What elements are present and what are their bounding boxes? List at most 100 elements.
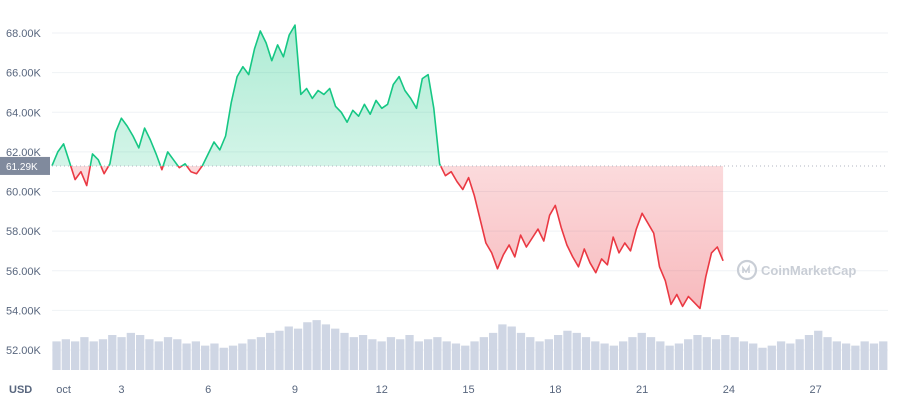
- volume-bar: [814, 330, 823, 370]
- volume-bar: [758, 347, 767, 370]
- volume-bar: [136, 335, 145, 370]
- price-line: [51, 24, 724, 310]
- volume-bar: [498, 324, 507, 370]
- volume-bar: [303, 322, 312, 370]
- y-tick-label: 66.00K: [6, 68, 42, 80]
- volume-bar: [173, 339, 182, 370]
- volume-bar: [108, 335, 117, 370]
- volume-bar: [526, 337, 535, 370]
- volume-bar: [405, 335, 414, 370]
- volume-bar: [851, 345, 860, 370]
- volume-bar: [786, 343, 795, 370]
- volume-bar: [228, 345, 238, 370]
- volume-bar: [619, 341, 628, 370]
- volume-bar: [266, 332, 275, 370]
- x-tick-label: 9: [292, 384, 298, 396]
- volume-bar: [256, 337, 266, 370]
- volume-bar: [674, 343, 684, 370]
- x-tick-label: 15: [462, 384, 474, 396]
- volume-bar: [721, 335, 730, 370]
- volume-bar: [711, 339, 721, 370]
- volume-bar: [98, 339, 108, 370]
- volume-bar: [191, 341, 201, 370]
- volume-bar: [442, 341, 451, 370]
- volume-bar: [684, 339, 693, 370]
- volume-bar: [321, 324, 331, 370]
- volume-bar: [312, 320, 321, 370]
- volume-bar: [572, 332, 581, 370]
- x-tick-label: oct: [56, 384, 71, 396]
- volume-bar: [117, 337, 126, 370]
- volume-bar: [507, 326, 516, 370]
- y-axis-ticks: 52.00K 54.00K 56.00K 58.00K 60.00K 62.00K 64.0…: [6, 28, 42, 357]
- volume-bar: [284, 326, 293, 370]
- coinmarketcap-logo-icon: [736, 259, 758, 281]
- area-below-reference: [52, 165, 724, 309]
- volume-bar: [182, 343, 191, 370]
- volume-bar: [693, 335, 702, 370]
- y-tick-label: 62.00K: [6, 147, 42, 159]
- volume-bar: [470, 341, 479, 370]
- volume-bar: [368, 339, 377, 370]
- volume-bar: [535, 341, 544, 370]
- volume-bar: [80, 337, 89, 370]
- x-tick-label: 6: [205, 384, 211, 396]
- volume-bar: [349, 337, 358, 370]
- volume-bar: [154, 341, 163, 370]
- volume-bar: [749, 343, 758, 370]
- volume-bar: [516, 332, 526, 370]
- volume-bar: [461, 345, 470, 370]
- currency-label: USD: [9, 384, 32, 396]
- volume-bar: [767, 345, 776, 370]
- volume-bar: [219, 347, 228, 370]
- volume-bar: [554, 335, 563, 370]
- y-tick-label: 56.00K: [6, 266, 42, 278]
- volume-bar: [358, 335, 368, 370]
- reference-label: 61.29K: [6, 162, 38, 173]
- x-tick-label: 18: [549, 384, 561, 396]
- y-tick-label: 64.00K: [6, 107, 42, 119]
- watermark: CoinMarketCap: [736, 259, 856, 281]
- volume-bar: [581, 337, 591, 370]
- volume-bar: [702, 337, 711, 370]
- volume-bar: [628, 337, 637, 370]
- x-tick-label: 21: [636, 384, 648, 396]
- volume-bar: [488, 332, 498, 370]
- volume-bar: [52, 341, 61, 370]
- x-tick-label: 3: [118, 384, 124, 396]
- volume-bar: [201, 345, 210, 370]
- area-above-reference: [52, 25, 441, 166]
- volume-bar: [609, 345, 619, 370]
- volume-bar: [238, 343, 247, 370]
- y-tick-label: 54.00K: [6, 305, 42, 317]
- volume-bar: [163, 337, 173, 370]
- price-line-up: [51, 24, 442, 166]
- volume-bar: [275, 330, 284, 370]
- volume-bar: [340, 332, 349, 370]
- reference-line: 61.29K: [0, 156, 888, 175]
- volume-bar: [646, 337, 656, 370]
- price-line-down: [52, 165, 724, 310]
- reference-label-box: [0, 156, 50, 175]
- volume-bar: [656, 341, 665, 370]
- volume-bar: [739, 341, 749, 370]
- volume-bar: [637, 332, 646, 370]
- x-tick-label: 27: [810, 384, 822, 396]
- volume-bar: [600, 343, 609, 370]
- volume-bar: [89, 341, 98, 370]
- volume-bar: [563, 330, 572, 370]
- watermark-text: CoinMarketCap: [761, 263, 856, 278]
- y-tick-label: 58.00K: [6, 226, 42, 238]
- volume-bar: [70, 341, 80, 370]
- volume-bar: [832, 341, 841, 370]
- volume-bar: [145, 339, 154, 370]
- volume-bar: [804, 335, 814, 370]
- volume-bars: [52, 320, 888, 370]
- volume-bar: [247, 339, 256, 370]
- volume-bar: [331, 328, 340, 370]
- volume-bar: [879, 341, 888, 370]
- x-tick-label: 12: [376, 384, 388, 396]
- y-tick-label: 52.00K: [6, 345, 42, 357]
- volume-bar: [479, 337, 488, 370]
